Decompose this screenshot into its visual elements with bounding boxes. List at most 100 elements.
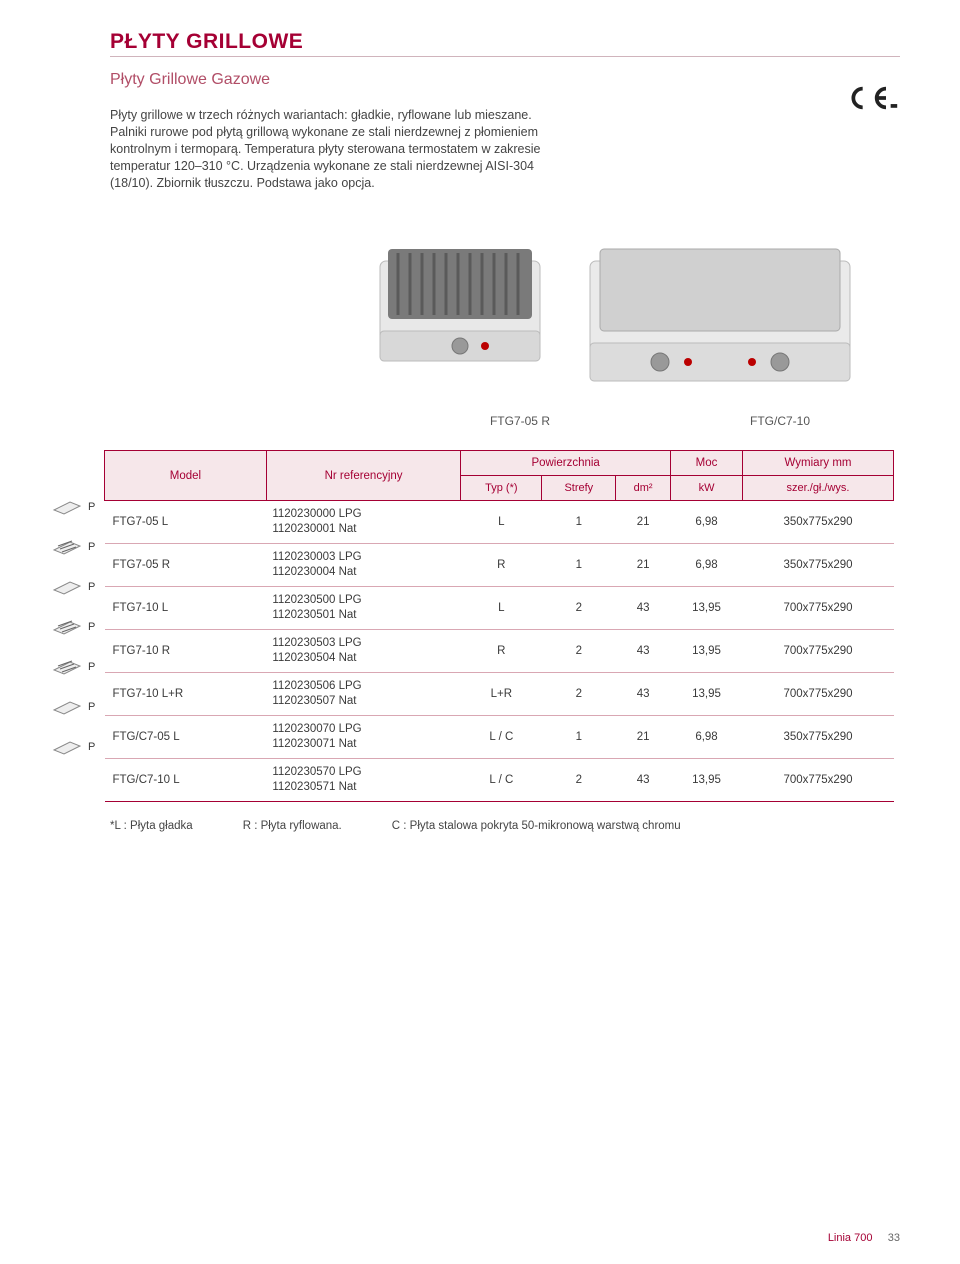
th-surface: Powierzchnia [461, 451, 671, 476]
cell-dm2: 21 [616, 715, 671, 758]
cell-ref: 1120230503 LPG1120230504 Nat [266, 630, 460, 673]
cell-dm2: 43 [616, 587, 671, 630]
row-icon: P [50, 734, 104, 760]
table-row: FTG7-10 L 1120230500 LPG1120230501 Nat L… [105, 587, 894, 630]
plate-icon [50, 616, 84, 638]
cell-strefy: 1 [542, 715, 616, 758]
product-image-left [370, 231, 550, 404]
row-icon: P [50, 614, 104, 640]
cell-kw: 13,95 [671, 587, 743, 630]
plate-icon [50, 576, 84, 598]
footer-label: Linia 700 [828, 1232, 873, 1244]
cell-ref: 1120230000 LPG1120230001 Nat [266, 501, 460, 544]
row-icon: P [50, 494, 104, 520]
cell-dm2: 21 [616, 501, 671, 544]
cell-dims: 350x775x290 [743, 544, 894, 587]
legend: *L : Płyta gładka R : Płyta ryflowana. C… [110, 820, 900, 832]
cell-kw: 6,98 [671, 715, 743, 758]
cell-model: FTG7-10 L+R [105, 672, 267, 715]
th-power: Moc [671, 451, 743, 476]
table-row: FTG7-05 R 1120230003 LPG1120230004 Nat R… [105, 544, 894, 587]
footer-page: 33 [888, 1232, 900, 1244]
cell-model: FTG7-10 R [105, 630, 267, 673]
cell-ref: 1120230506 LPG1120230507 Nat [266, 672, 460, 715]
cell-strefy: 1 [542, 501, 616, 544]
cell-model: FTG/C7-10 L [105, 758, 267, 801]
th-typ: Typ (*) [461, 476, 542, 501]
cell-typ: L / C [461, 758, 542, 801]
cell-dims: 700x775x290 [743, 630, 894, 673]
cell-dims: 350x775x290 [743, 715, 894, 758]
cell-strefy: 2 [542, 672, 616, 715]
row-icon: P [50, 534, 104, 560]
cell-typ: L+R [461, 672, 542, 715]
plate-icon [50, 736, 84, 758]
subtitle: Płyty Grillowe Gazowe [110, 71, 900, 89]
row-icon: P [50, 574, 104, 600]
th-model: Model [105, 451, 267, 501]
cell-kw: 13,95 [671, 758, 743, 801]
caption-left: FTG7-05 R [490, 414, 550, 428]
row-icon: P [50, 654, 104, 680]
cell-dm2: 43 [616, 672, 671, 715]
product-image-right [580, 231, 860, 404]
th-dm2: dm² [616, 476, 671, 501]
cell-kw: 6,98 [671, 544, 743, 587]
table-row: FTG7-05 L 1120230000 LPG1120230001 Nat L… [105, 501, 894, 544]
cell-dims: 700x775x290 [743, 758, 894, 801]
ce-mark-icon [844, 85, 900, 117]
cell-dm2: 43 [616, 630, 671, 673]
cell-kw: 13,95 [671, 630, 743, 673]
plate-icon [50, 496, 84, 518]
cell-ref: 1120230500 LPG1120230501 Nat [266, 587, 460, 630]
table-row: FTG7-10 L+R 1120230506 LPG1120230507 Nat… [105, 672, 894, 715]
cell-dims: 700x775x290 [743, 587, 894, 630]
footer: Linia 700 33 [828, 1232, 900, 1244]
cell-dims: 350x775x290 [743, 501, 894, 544]
table-row: FTG7-10 R 1120230503 LPG1120230504 Nat R… [105, 630, 894, 673]
cell-ref: 1120230570 LPG1120230571 Nat [266, 758, 460, 801]
page-title: PŁYTY GRILLOWE [110, 30, 900, 54]
cell-ref: 1120230070 LPG1120230071 Nat [266, 715, 460, 758]
cell-strefy: 2 [542, 630, 616, 673]
cell-ref: 1120230003 LPG1120230004 Nat [266, 544, 460, 587]
cell-kw: 6,98 [671, 501, 743, 544]
spec-table: Model Nr referencyjny Powierzchnia Moc W… [104, 450, 894, 801]
cell-typ: L [461, 501, 542, 544]
cell-typ: R [461, 544, 542, 587]
cell-typ: R [461, 630, 542, 673]
caption-right: FTG/C7-10 [750, 414, 810, 428]
cell-dm2: 43 [616, 758, 671, 801]
legend-r: R : Płyta ryflowana. [243, 820, 342, 832]
cell-typ: L / C [461, 715, 542, 758]
cell-dims: 700x775x290 [743, 672, 894, 715]
row-icon: P [50, 694, 104, 720]
cell-kw: 13,95 [671, 672, 743, 715]
cell-model: FTG7-05 R [105, 544, 267, 587]
cell-typ: L [461, 587, 542, 630]
th-dims: Wymiary mm [743, 451, 894, 476]
divider [110, 56, 900, 57]
product-images [110, 231, 900, 404]
cell-strefy: 2 [542, 758, 616, 801]
cell-dm2: 21 [616, 544, 671, 587]
table-row: FTG/C7-10 L 1120230570 LPG1120230571 Nat… [105, 758, 894, 801]
table-row: FTG/C7-05 L 1120230070 LPG1120230071 Nat… [105, 715, 894, 758]
th-szgw: szer./gł./wys. [743, 476, 894, 501]
cell-model: FTG7-10 L [105, 587, 267, 630]
th-strefy: Strefy [542, 476, 616, 501]
cell-model: FTG/C7-05 L [105, 715, 267, 758]
plate-icon [50, 656, 84, 678]
row-icon-column: P P P P P P P [50, 450, 104, 760]
cell-strefy: 2 [542, 587, 616, 630]
th-kw: kW [671, 476, 743, 501]
description-text: Płyty grillowe w trzech różnych warianta… [110, 107, 552, 191]
plate-icon [50, 696, 84, 718]
image-captions: FTG7-05 R FTG/C7-10 [110, 414, 900, 428]
legend-l: *L : Płyta gładka [110, 820, 193, 832]
spec-tbody: FTG7-05 L 1120230000 LPG1120230001 Nat L… [105, 501, 894, 801]
legend-c: C : Płyta stalowa pokryta 50-mikronową w… [392, 820, 681, 832]
cell-model: FTG7-05 L [105, 501, 267, 544]
cell-strefy: 1 [542, 544, 616, 587]
plate-icon [50, 536, 84, 558]
